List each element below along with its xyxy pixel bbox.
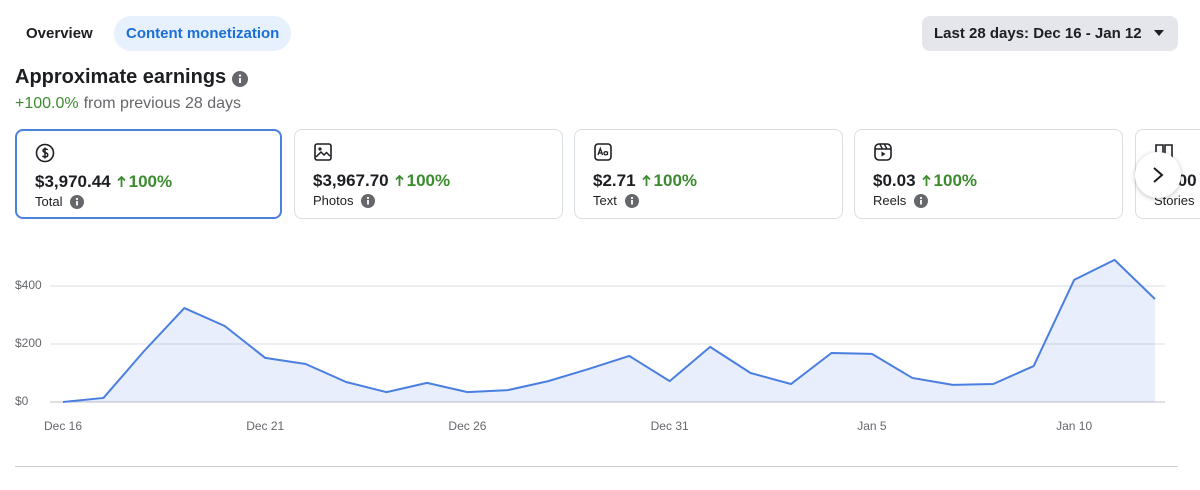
card-value: $0.03 [873,171,916,190]
chart: $0 $200 $400 Dec 16 Dec 21 Dec 26 Dec 31 Jan 5 J… [15,258,1165,433]
divider [15,466,1178,467]
section-title: Approximate earnings [15,66,227,88]
date-range-button[interactable]: Last 28 days: Dec 16 - Jan 12 [922,16,1178,51]
line [62,258,1156,403]
next-button[interactable] [1135,152,1181,198]
tab-overview[interactable]: Overview [26,25,93,42]
up-arrow-icon [117,175,126,187]
card-label-row: Total [35,194,85,209]
info-icon[interactable] [361,194,376,208]
card-change: 100% [395,171,450,190]
earnings-card[interactable]: $3,970.44 100% Total [15,129,282,219]
card-value: $2.71 [593,171,636,190]
y-tick-label: $0 [15,394,29,408]
card-icon [314,143,332,161]
card-change-value: 100% [406,171,451,190]
card-label-row: Text [593,193,639,208]
earnings-card[interactable]: $0.03 100% Reels [854,129,1123,219]
x-tick-label: Dec 16 [44,419,82,433]
card-value: $3,970.44 [35,172,111,191]
y-tick-label: $200 [15,336,42,350]
card-label-row: Photos [313,193,376,208]
area-fill [63,259,1155,402]
y-tick-label: $400 [15,278,42,292]
date-range-text: Last 28 days: Dec 16 - Jan 12 [934,25,1142,42]
card-label: Reels [873,193,907,208]
card-label: Photos [313,193,354,208]
info-icon[interactable] [914,194,929,208]
info-icon[interactable] [232,71,248,87]
card-change: 100% [921,171,978,190]
card-change: 100% [641,171,698,190]
info-icon[interactable] [70,195,85,209]
earnings-card[interactable]: $2.71 100% Text [574,129,843,219]
x-tick-label: Dec 31 [651,419,689,433]
card-icon [594,143,612,161]
change-percent: +100.0% [15,95,79,112]
x-tick-label: Jan 10 [1056,419,1092,433]
up-arrow-icon [395,174,404,186]
card-change: 100% [117,172,172,191]
up-arrow-icon [921,174,931,186]
card-value-row: $2.71 100% [593,171,697,191]
change-note: from previous 28 days [83,95,242,112]
x-tick-label: Dec 21 [246,419,284,433]
card-change-value: 100% [933,171,978,190]
card-label: Total [35,194,63,209]
caret-icon [1154,30,1164,36]
earnings-card[interactable]: $3,967.70 100% Photos [294,129,563,219]
chevron-icon [1153,167,1164,183]
card-value: $3,967.70 [313,171,389,190]
card-icon [874,143,892,161]
card-value-row: $3,970.44 100% [35,172,172,192]
x-tick-label: Dec 26 [448,419,486,433]
card-label: Text [593,193,617,208]
card-icon [35,143,55,163]
info-icon[interactable] [624,194,639,208]
card-label-row: Reels [873,193,929,208]
card-value-row: $0.03 100% [873,171,977,191]
card-change-value: 100% [653,171,698,190]
card-value-row: $3,967.70 100% [313,171,450,191]
up-arrow-icon [641,174,651,186]
subtitle: +100.0% from previous 28 days [15,95,241,113]
x-tick-label: Jan 5 [857,419,887,433]
tab-content-monetization[interactable]: Content monetization [114,16,292,51]
card-change-value: 100% [128,172,173,191]
